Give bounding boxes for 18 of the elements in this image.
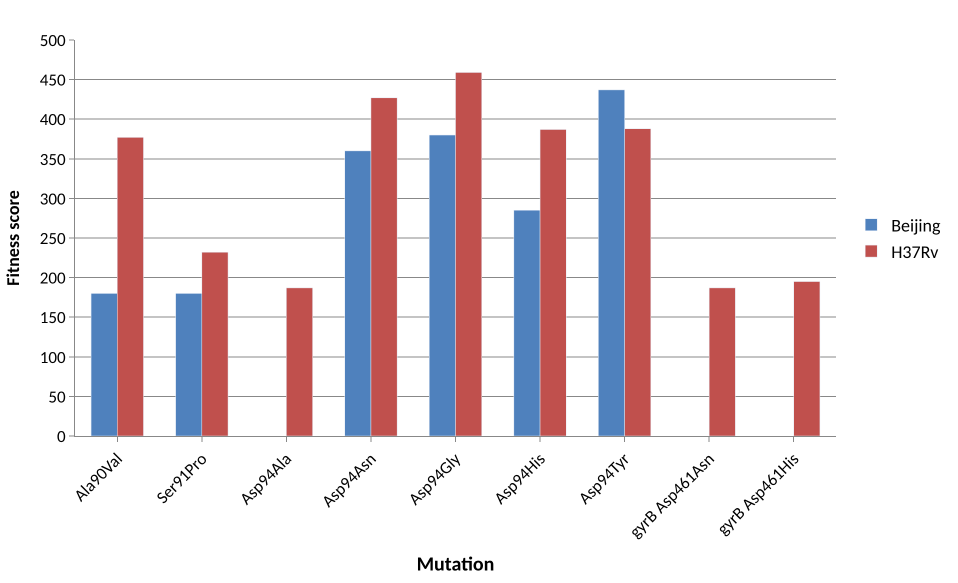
bar	[708, 288, 736, 436]
y-tick-label: 50	[48, 386, 66, 408]
y-axis-title: Fitness score	[2, 190, 24, 286]
y-tick-label: 250	[40, 228, 66, 249]
y-tick-label: 200	[40, 268, 66, 289]
y-tick-label: 450	[40, 70, 66, 91]
y-tick-label: 100	[40, 346, 66, 368]
y-tick-label: 500	[40, 30, 66, 51]
y-tick-label: 350	[40, 148, 66, 170]
bar	[286, 288, 313, 436]
bar	[793, 281, 820, 436]
legend-label: H37Rv	[891, 241, 938, 264]
legend-label: Beijing	[891, 214, 941, 237]
x-axis-title: Mutation	[416, 552, 494, 577]
y-tick-label: 150	[40, 307, 66, 328]
y-tick-label: 0	[56, 426, 66, 447]
y-tick-label: 400	[40, 109, 66, 130]
y-tick-label: 300	[40, 188, 66, 210]
